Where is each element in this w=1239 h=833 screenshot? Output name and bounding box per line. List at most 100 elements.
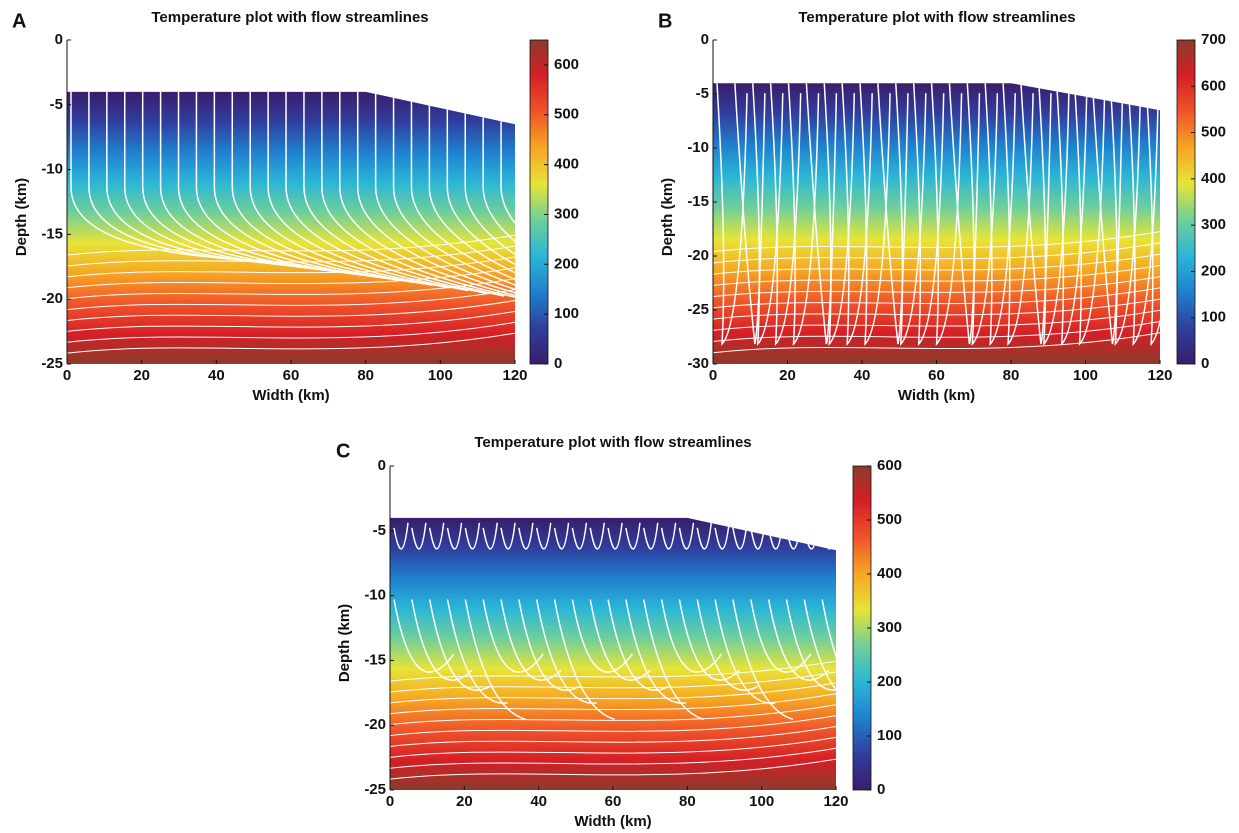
streamline [930,83,963,346]
x-tick-label: 20 [779,367,796,384]
streamline [390,704,836,726]
streamline [787,83,820,346]
streamline [303,91,505,297]
y-tick-label: 0 [55,31,63,48]
colorbar [1176,39,1196,365]
x-tick-label: 20 [456,793,473,810]
streamline [428,91,515,316]
streamline [339,91,515,303]
y-tick-label: -10 [41,161,63,178]
colorbar-tick-label: 600 [877,457,902,474]
streamline [482,91,515,324]
colorbar-tick-label: 400 [877,565,902,582]
streamline [714,522,776,704]
y-tick-label: -5 [50,96,63,113]
streamlines [390,522,836,780]
streamline [713,287,1160,309]
streamline [390,715,836,737]
colorbar-tick-label: 600 [554,56,579,73]
colorbar-tick-label: 600 [1201,77,1226,94]
streamline [823,83,856,346]
streamline [393,522,455,673]
streamline [713,242,1160,264]
streamline [912,83,945,346]
streamline [356,91,515,305]
y-tick-label: -10 [364,587,386,604]
colorbar-tick-label: 200 [554,255,579,272]
streamline [390,693,836,715]
streamline [984,83,1016,346]
y-tick-label: -5 [373,522,386,539]
streamline [713,276,1160,298]
colorbar-tick-label: 200 [1201,262,1226,279]
x-tick-label: 80 [357,367,374,384]
x-axis-label: Width (km) [898,387,975,404]
streamline [859,83,891,346]
streamline [390,758,836,780]
x-tick-label: 60 [928,367,945,384]
streamline [390,736,836,758]
temperature-field [390,517,836,790]
streamline [500,91,515,327]
panel-label: C [336,440,350,462]
y-axis-label: Depth (km) [336,604,353,682]
streamline [67,299,515,321]
streamline [374,91,515,308]
colorbar-tick-label: 700 [1201,31,1226,48]
streamline [213,91,415,284]
streamline [267,91,469,292]
streamline [713,298,1160,320]
streamline [67,321,515,343]
y-tick-label: -30 [687,355,709,372]
streamline [464,522,526,720]
streamline [1038,83,1070,346]
streamline [716,83,748,346]
streamline [678,522,740,681]
x-tick-label: 100 [428,367,453,384]
temperature-field [713,83,1160,364]
streamline [519,92,719,329]
colorbar-tick-label: 0 [554,355,562,372]
y-tick-label: -25 [41,355,63,372]
streamline [249,91,451,289]
colorbar-tick-label: 0 [877,781,885,798]
colorbar-tick-label: 400 [1201,170,1226,187]
streamline [713,332,1160,354]
streamline [734,83,766,345]
streamline [877,83,909,345]
x-tick-label: 100 [749,793,774,810]
x-tick-label: 0 [709,367,717,384]
streamlines [713,83,1160,354]
streamline [643,522,704,720]
y-tick-label: -20 [687,247,709,264]
streamline [1055,83,1088,346]
streamline [1145,83,1160,346]
colorbar-tick-label: 500 [1201,124,1226,141]
streamline [464,91,515,322]
colorbar-tick-label: 300 [877,619,902,636]
colorbar-tick-label: 500 [877,511,902,528]
x-tick-label: 120 [1147,367,1172,384]
streamline [392,91,515,311]
streamline [231,91,433,286]
x-axis-label: Width (km) [574,813,651,830]
streamline [769,83,802,346]
streamline [1073,83,1106,346]
streamline [1127,83,1159,346]
chart-title: Temperature plot with flow streamlines [474,434,751,451]
x-tick-label: 80 [1003,367,1020,384]
streamline [67,267,515,289]
streamline [67,310,515,332]
colorbar [529,39,549,365]
y-tick-label: -25 [687,301,709,318]
streamline [660,522,723,673]
y-tick-label: 0 [378,457,386,474]
y-tick-label: -25 [364,781,386,798]
colorbar-tick-label: 500 [554,106,579,123]
streamline [841,83,873,346]
streamline [732,522,794,720]
streamline [482,522,544,673]
x-tick-label: 40 [208,367,225,384]
